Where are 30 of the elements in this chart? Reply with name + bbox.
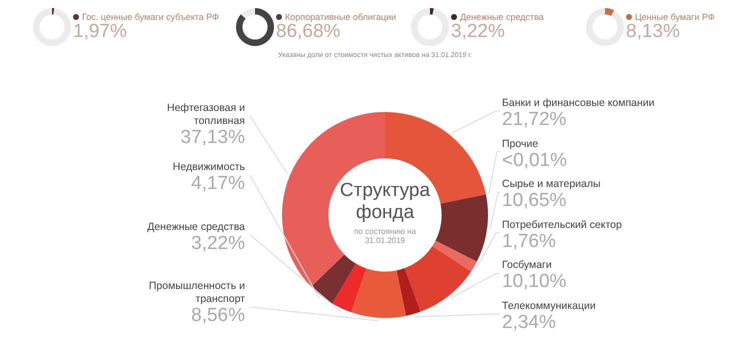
slice-label: Сырье и материалы	[502, 178, 602, 192]
data-label: 86,68%	[276, 21, 340, 43]
category-label: Прочие	[502, 138, 538, 150]
data-label: 2,34%	[502, 312, 557, 333]
legend-label: Корпоративные облигации	[284, 12, 396, 22]
data-label: 1,76%	[502, 230, 557, 252]
data-label: 1,97%	[73, 21, 127, 43]
legend-label: Гос. ценные бумаги субъекта РФ	[81, 12, 220, 22]
data-label: 37,13%	[180, 127, 245, 148]
slice-label: Госбумаги	[502, 259, 553, 272]
legend-label: Ценные бумаги РФ	[634, 12, 715, 22]
text: Структура фонда	[338, 180, 432, 224]
data-label: 8,56%	[190, 305, 245, 326]
data-label: 3,22%	[190, 232, 245, 254]
text: <0,01%	[502, 150, 567, 171]
data-label: 21,72%	[502, 109, 568, 130]
slice-label: Промышленность и транспорт	[148, 280, 245, 306]
data-label: 10,10%	[502, 271, 568, 292]
slice-label: Нефтегазовая и топливная	[166, 102, 245, 128]
slice-label: Банки и финансовые компании	[502, 97, 656, 110]
slice-label: Потребительский сектор	[502, 218, 623, 232]
slice-label: Недвижимость	[172, 161, 245, 174]
data-label: 3,22%	[451, 21, 505, 43]
data-label: 8,13%	[626, 21, 680, 43]
text: по состоянию на 31.01.2019	[353, 227, 417, 245]
data-label: 10,65%	[502, 190, 568, 212]
slice-label: Телекоммуникации	[502, 300, 597, 313]
legend-label: Денежные средства	[459, 12, 544, 22]
slice-label: Денежные средства	[146, 220, 245, 234]
data-label: 4,17%	[190, 173, 245, 194]
